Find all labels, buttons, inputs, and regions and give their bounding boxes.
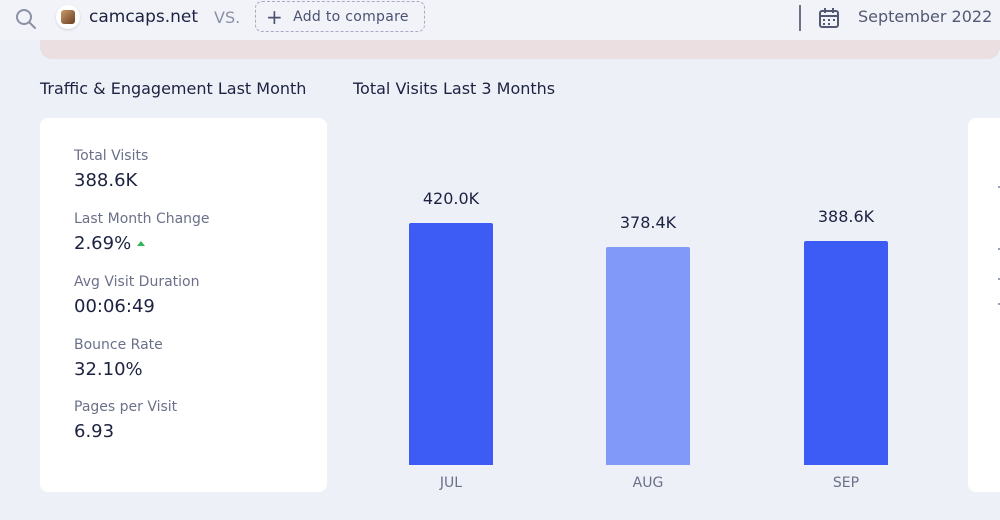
plus-icon: + (266, 4, 284, 29)
metric-value: 32.10% (74, 359, 143, 380)
header-band (40, 40, 1000, 59)
site-favicon (56, 5, 80, 29)
metric-value-row: 2.69% (74, 233, 210, 255)
total-visits-title: Total Visits Last 3 Months (353, 79, 556, 98)
metric-label: Total Visits (74, 148, 149, 164)
metric-value: 2.69% (74, 233, 132, 254)
total-visits-chart: 420.0K JUL 378.4K AUG 388.6K SEP (340, 180, 960, 500)
metric-label: Bounce Rate (74, 337, 163, 353)
metric-total-visits: Total Visits 388.6K (74, 148, 148, 192)
traffic-engagement-title: Traffic & Engagement Last Month (40, 79, 307, 98)
bar-value-label: 388.6K (817, 207, 875, 226)
vs-label: VS. (214, 8, 241, 27)
bar-value-label: 378.4K (619, 213, 677, 232)
card-tick (998, 303, 1000, 305)
category-label: AUG (632, 475, 664, 491)
date-selector[interactable]: September 2022 (858, 7, 993, 26)
next-card-edge (968, 118, 1000, 492)
metric-value: 6.93 (74, 421, 115, 442)
category-label: JUL (439, 475, 463, 491)
metric-avg-visit-duration: Avg Visit Duration 00:06:49 (74, 274, 199, 318)
metric-pages-per-visit: Pages per Visit 6.93 (74, 399, 177, 443)
metric-value: 00:06:49 (74, 296, 155, 317)
bar-aug[interactable] (606, 247, 690, 465)
card-tick (998, 248, 1000, 250)
bar-value-label: 420.0K (422, 189, 480, 208)
metric-bounce-rate: Bounce Rate 32.10% (74, 337, 163, 381)
top-bar: camcaps.net VS. + Add to compare Septemb… (0, 0, 1000, 40)
metric-label: Avg Visit Duration (74, 274, 200, 290)
trend-up-icon (137, 241, 146, 246)
search-icon[interactable] (14, 7, 38, 31)
category-label: SEP (832, 475, 860, 491)
metric-last-month-change: Last Month Change 2.69% (74, 211, 210, 255)
bar-sep[interactable] (804, 241, 888, 465)
divider (799, 5, 801, 31)
bar-jul[interactable] (409, 223, 493, 465)
card-tick (998, 278, 1000, 280)
add-to-compare-button[interactable]: + Add to compare (255, 1, 425, 32)
metric-value: 388.6K (74, 170, 138, 191)
metric-label: Last Month Change (74, 211, 210, 227)
site-name[interactable]: camcaps.net (89, 7, 199, 27)
metric-label: Pages per Visit (74, 399, 178, 415)
calendar-icon[interactable] (817, 6, 841, 30)
card-tick (998, 186, 1000, 188)
add-to-compare-label: Add to compare (293, 8, 409, 25)
metrics-card: Total Visits 388.6K Last Month Change 2.… (40, 118, 327, 492)
